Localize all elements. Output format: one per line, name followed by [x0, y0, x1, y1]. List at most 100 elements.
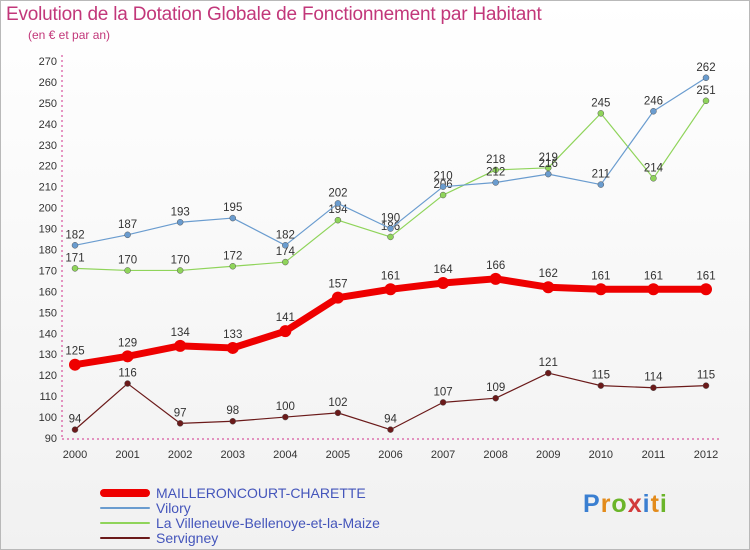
data-label: 141 — [276, 312, 295, 324]
data-label: 107 — [433, 386, 452, 398]
y-tick-label: 160 — [39, 286, 57, 298]
data-label: 161 — [381, 270, 400, 282]
legend-label: Servigney — [156, 530, 219, 546]
legend-swatch — [100, 522, 150, 524]
data-point — [384, 283, 397, 296]
data-point — [387, 225, 394, 232]
y-tick-label: 200 — [39, 203, 57, 215]
data-label: 115 — [592, 370, 610, 382]
data-point — [282, 242, 289, 249]
x-tick-label: 2007 — [431, 449, 455, 461]
data-point — [334, 216, 342, 224]
data-label: 121 — [539, 357, 558, 369]
data-point — [437, 277, 450, 290]
x-tick-label: 2000 — [63, 449, 87, 461]
data-label: 210 — [433, 171, 452, 183]
data-label: 190 — [381, 213, 400, 225]
y-tick-label: 260 — [39, 77, 57, 89]
data-point — [650, 175, 657, 182]
data-label: 245 — [591, 97, 610, 109]
data-label: 170 — [118, 254, 137, 266]
y-tick-label: 170 — [39, 265, 57, 277]
data-point — [492, 394, 499, 402]
x-tick-label: 2012 — [694, 449, 718, 461]
data-point — [124, 231, 131, 239]
data-point — [121, 350, 134, 363]
data-point — [702, 97, 710, 105]
data-label: 100 — [276, 401, 295, 413]
data-point — [229, 417, 236, 425]
y-tick-label: 110 — [39, 391, 57, 403]
legend-swatch — [100, 489, 150, 497]
data-label: 251 — [696, 85, 715, 97]
data-label: 246 — [644, 95, 663, 107]
data-point — [650, 108, 657, 115]
data-point — [176, 219, 184, 226]
data-point — [594, 283, 607, 296]
data-label: 114 — [644, 372, 663, 384]
data-point — [647, 283, 660, 296]
data-point — [492, 179, 499, 186]
data-label: 157 — [328, 279, 347, 291]
data-label: 162 — [539, 268, 558, 280]
data-label: 170 — [171, 254, 190, 266]
data-point — [489, 272, 502, 285]
data-point — [597, 110, 605, 117]
y-tick-label: 100 — [39, 412, 57, 424]
x-tick-label: 2006 — [378, 449, 402, 461]
y-tick-label: 150 — [39, 307, 57, 319]
data-label: 202 — [328, 187, 347, 199]
y-tick-label: 120 — [39, 370, 57, 382]
x-tick-label: 2005 — [326, 449, 350, 461]
data-point — [334, 200, 342, 207]
data-label: 174 — [276, 246, 296, 258]
data-label: 133 — [223, 329, 242, 341]
x-tick-label: 2003 — [221, 449, 245, 461]
legend-item: MAILLERONCOURT-CHARETTE — [100, 485, 366, 501]
data-label: 161 — [591, 270, 610, 282]
data-point — [282, 258, 289, 266]
data-point — [229, 263, 236, 270]
data-label: 262 — [696, 62, 715, 74]
data-label: 97 — [174, 407, 187, 419]
x-tick-label: 2010 — [589, 449, 613, 461]
y-tick-label: 90 — [45, 433, 57, 445]
x-tick-label: 2008 — [483, 449, 507, 461]
y-tick-label: 180 — [39, 245, 57, 257]
data-point — [545, 369, 552, 377]
data-label: 161 — [644, 270, 663, 282]
data-point — [226, 341, 239, 354]
data-point — [71, 426, 79, 433]
data-label: 219 — [539, 152, 558, 164]
legend-label: La Villeneuve-Bellenoye-et-la-Maize — [156, 515, 380, 531]
x-tick-label: 2009 — [536, 449, 560, 461]
data-label: 212 — [486, 166, 505, 178]
data-label: 164 — [433, 264, 453, 276]
data-label: 115 — [697, 370, 715, 382]
data-label: 172 — [223, 250, 242, 262]
data-label: 195 — [223, 202, 242, 214]
data-point — [282, 413, 289, 421]
data-point — [439, 399, 447, 406]
legend-label: Vilory — [156, 500, 191, 516]
data-label: 182 — [276, 229, 295, 241]
data-label: 161 — [696, 270, 715, 282]
data-label: 218 — [486, 154, 505, 166]
data-point — [279, 325, 292, 338]
data-point — [387, 426, 394, 433]
data-point — [176, 267, 184, 274]
data-point — [597, 382, 605, 389]
y-tick-label: 210 — [39, 182, 57, 194]
data-point — [650, 384, 657, 391]
y-tick-label: 270 — [39, 56, 57, 68]
data-point — [439, 191, 447, 199]
data-label: 211 — [592, 169, 610, 181]
chart-title: Evolution de la Dotation Globale de Fonc… — [6, 4, 542, 25]
data-label: 193 — [171, 206, 190, 218]
data-point — [124, 380, 131, 387]
data-label: 98 — [226, 405, 239, 417]
data-label: 216 — [539, 158, 558, 170]
data-point — [331, 291, 344, 304]
